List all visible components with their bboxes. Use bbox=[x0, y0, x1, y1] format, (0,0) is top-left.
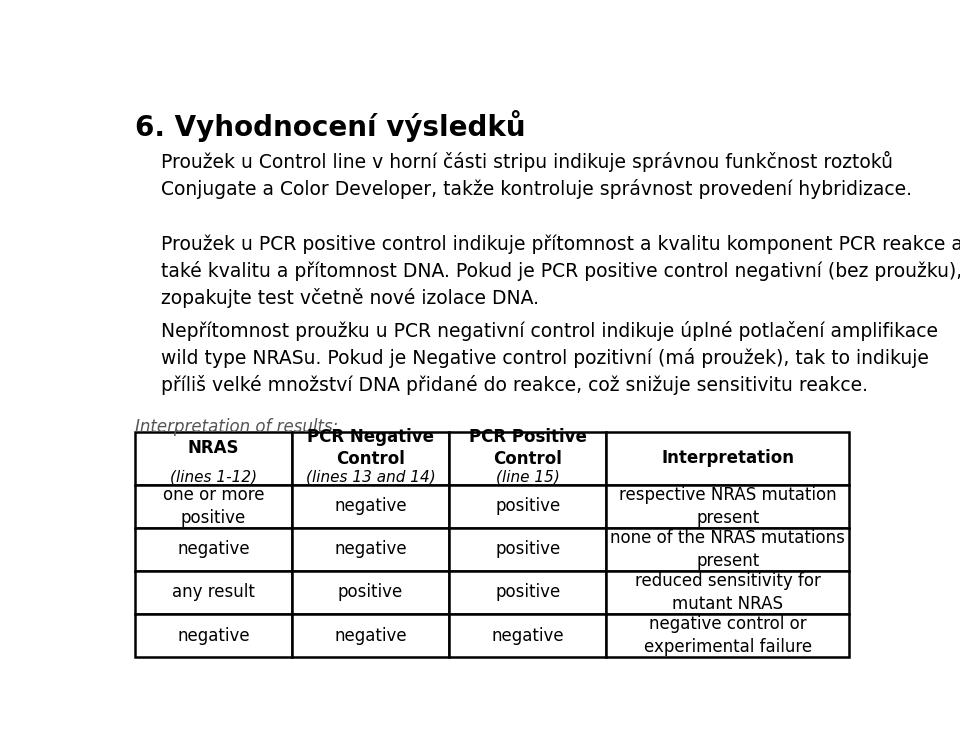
Bar bbox=[607, 528, 849, 571]
Text: Proužek u PCR positive control indikuje přítomnost a kvalitu komponent PCR reakc: Proužek u PCR positive control indikuje … bbox=[161, 234, 960, 308]
Text: Proužek u Control line v horní části stripu indikuje správnou funkčnost roztoků
: Proužek u Control line v horní části str… bbox=[161, 151, 912, 199]
Text: Nepřítomnost proužku u PCR negativní control indikuje úplné potlačení amplifikac: Nepřítomnost proužku u PCR negativní con… bbox=[161, 321, 938, 395]
Text: Interpretation: Interpretation bbox=[661, 449, 794, 467]
Bar bbox=[449, 528, 607, 571]
Text: (lines 1-12): (lines 1-12) bbox=[170, 470, 257, 484]
Bar bbox=[134, 571, 292, 614]
Text: respective NRAS mutation
present: respective NRAS mutation present bbox=[619, 485, 836, 527]
Text: negative: negative bbox=[334, 541, 407, 559]
Bar bbox=[449, 432, 607, 484]
Bar bbox=[449, 614, 607, 657]
Text: NRAS: NRAS bbox=[188, 439, 239, 457]
Text: negative control or
experimental failure: negative control or experimental failure bbox=[643, 615, 812, 656]
Bar bbox=[607, 614, 849, 657]
Text: negative: negative bbox=[334, 497, 407, 515]
Bar bbox=[134, 614, 292, 657]
Text: negative: negative bbox=[178, 541, 250, 559]
Bar bbox=[292, 528, 449, 571]
Text: (line 15): (line 15) bbox=[495, 470, 560, 484]
Text: positive: positive bbox=[495, 584, 561, 602]
Text: any result: any result bbox=[172, 584, 255, 602]
Bar bbox=[134, 528, 292, 571]
Text: reduced sensitivity for
mutant NRAS: reduced sensitivity for mutant NRAS bbox=[635, 572, 821, 614]
Text: PCR Negative
Control: PCR Negative Control bbox=[307, 427, 434, 468]
Text: 6. Vyhodnocení výsledků: 6. Vyhodnocení výsledků bbox=[134, 110, 525, 142]
Bar bbox=[292, 571, 449, 614]
Bar bbox=[292, 614, 449, 657]
Text: (lines 13 and 14): (lines 13 and 14) bbox=[305, 470, 436, 484]
Bar bbox=[607, 571, 849, 614]
Bar bbox=[607, 432, 849, 484]
Bar bbox=[292, 432, 449, 484]
Bar bbox=[449, 484, 607, 528]
Text: one or more
positive: one or more positive bbox=[162, 485, 264, 527]
Text: negative: negative bbox=[492, 626, 564, 644]
Text: negative: negative bbox=[178, 626, 250, 644]
Text: PCR Positive
Control: PCR Positive Control bbox=[468, 427, 587, 468]
Text: positive: positive bbox=[495, 541, 561, 559]
Text: Interpretation of results:: Interpretation of results: bbox=[134, 418, 338, 436]
Bar bbox=[449, 571, 607, 614]
Bar bbox=[607, 484, 849, 528]
Text: positive: positive bbox=[338, 584, 403, 602]
Bar bbox=[134, 484, 292, 528]
Text: negative: negative bbox=[334, 626, 407, 644]
Text: positive: positive bbox=[495, 497, 561, 515]
Bar bbox=[292, 484, 449, 528]
Text: none of the NRAS mutations
present: none of the NRAS mutations present bbox=[611, 529, 845, 570]
Bar bbox=[134, 432, 292, 484]
